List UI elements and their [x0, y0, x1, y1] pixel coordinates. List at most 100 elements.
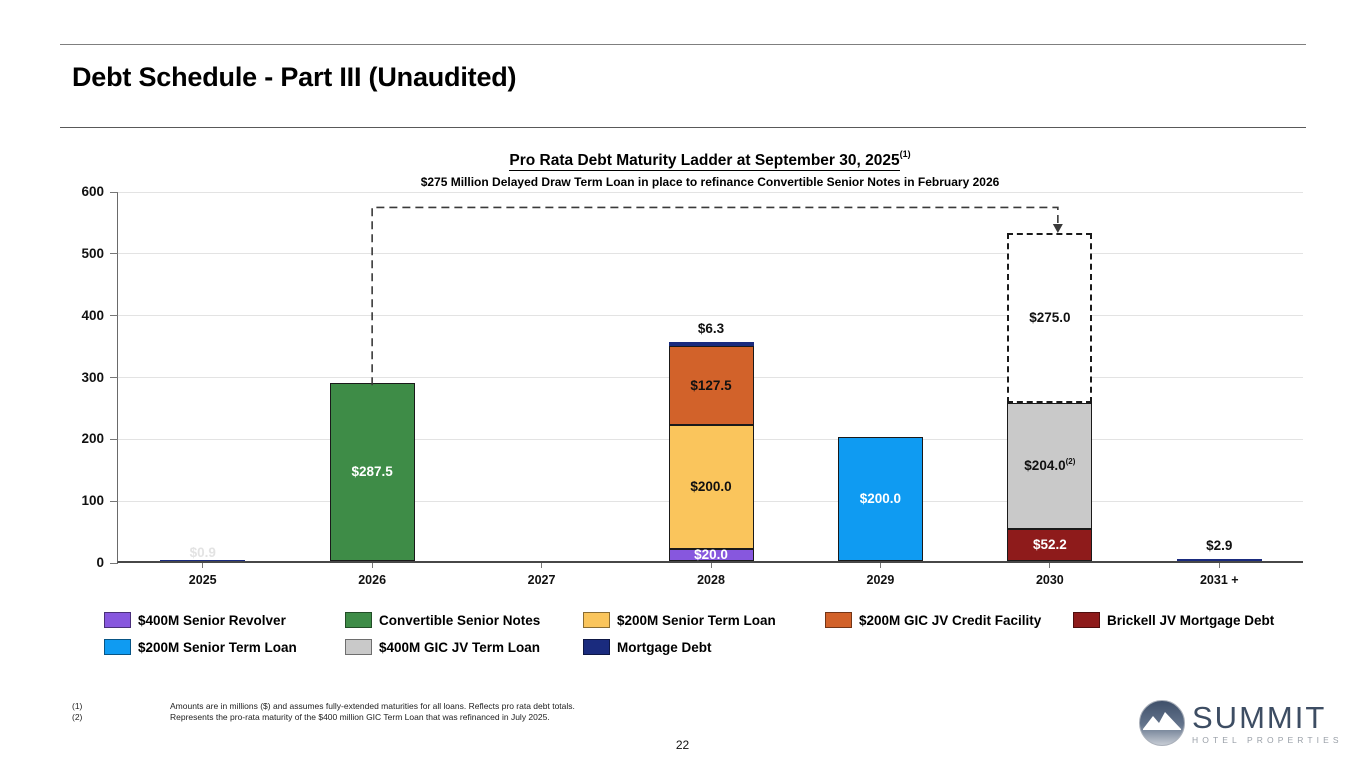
legend-item: $400M Senior Revolver	[104, 612, 345, 628]
x-axis-label-2031+: 2031 +	[1199, 573, 1239, 587]
legend-item: Mortgage Debt	[583, 639, 825, 655]
x-axis-label-2025: 2025	[188, 573, 217, 587]
bar-value-label: $52.2	[1032, 537, 1067, 553]
legend-swatch	[345, 639, 372, 655]
bar-segment-2028: $200.0	[668, 424, 754, 549]
bar-segment-2028: $127.5	[668, 346, 754, 425]
y-axis-tick	[110, 315, 118, 317]
chart-header: Pro Rata Debt Maturity Ladder at Septemb…	[117, 149, 1303, 189]
logo-name: SUMMIT	[1192, 699, 1327, 735]
bar-segment-2025	[160, 560, 246, 561]
chart-legend: $400M Senior Revolver Convertible Senior …	[104, 612, 1274, 655]
legend-swatch	[104, 639, 131, 655]
legend-label: $400M GIC JV Term Loan	[379, 639, 541, 655]
bar-value-label: $275.0	[1029, 309, 1071, 325]
y-axis-tick	[110, 377, 118, 378]
x-axis-tick	[202, 563, 204, 568]
legend-item: $200M GIC JV Credit Facility	[825, 612, 1073, 628]
bar-value-label-base: $0.9	[189, 545, 216, 560]
bar-value-label: $200.0	[859, 491, 902, 507]
footnote-marker: (2)	[72, 711, 83, 722]
y-axis-tick	[110, 191, 118, 193]
top-divider	[60, 44, 1306, 45]
gridline-500	[118, 253, 1303, 255]
y-axis-tick	[110, 253, 118, 255]
legend-swatch	[1073, 612, 1100, 628]
x-axis-label-2028: 2028	[697, 573, 725, 587]
footnote: (1) Amounts are in millions ($) and assum…	[72, 701, 575, 712]
legend-item: $200M Senior Term Loan	[104, 639, 345, 655]
y-axis-label: 600	[81, 184, 104, 199]
logo-text: SUMMIT HOTEL PROPERTIES	[1192, 702, 1343, 745]
legend-row-1: $400M Senior Revolver Convertible Senior …	[104, 612, 1274, 628]
x-axis-label-2030: 2030	[1035, 573, 1064, 587]
x-axis-label-2026: 2026	[358, 573, 387, 587]
bar-segment-2028: $20.0	[668, 547, 754, 563]
page-title: Debt Schedule - Part III (Unaudited)	[72, 62, 517, 92]
legend-swatch	[104, 612, 131, 628]
x-axis-tick	[1049, 563, 1051, 568]
y-axis-tick	[110, 438, 118, 440]
company-logo: SUMMIT HOTEL PROPERTIES	[1138, 699, 1343, 747]
bar-segment-2028	[668, 342, 754, 347]
y-axis-label: 500	[81, 245, 104, 261]
legend-label: $400M Senior Revolver	[138, 612, 286, 628]
y-axis-label: 0	[96, 555, 104, 570]
bar-value-label: $204.0(2)	[1024, 457, 1076, 474]
legend-label: Convertible Senior Notes	[379, 612, 541, 628]
legend-item: $200M Senior Term Loan	[583, 612, 825, 628]
y-axis-tick	[110, 562, 118, 564]
page-number: 22	[675, 738, 690, 752]
bar-segment-2026: $287.5	[329, 383, 415, 561]
chart-plot: 0 100 200 300 400 500 600 2025 $0.9 2026 $287.5 202…	[81, 184, 1303, 587]
legend-swatch	[345, 612, 372, 628]
bar-segment-2030: $204.0(2)	[1007, 402, 1093, 529]
footnote: (2) Represents the pro-rata maturity of t…	[72, 712, 575, 723]
legend-item: $400M GIC JV Term Loan	[345, 639, 583, 655]
legend-swatch	[583, 612, 610, 628]
y-axis-label: 100	[81, 493, 104, 509]
delayed-draw-dashed-box: $275.0	[1007, 232, 1093, 403]
bar-value-label-above: $2.9	[1206, 538, 1233, 554]
y-axis-label: 200	[81, 431, 104, 447]
x-axis-tick	[1218, 563, 1220, 568]
bar-value-label-above: $6.3	[697, 321, 725, 337]
chart-title-footnote-ref: (1)	[899, 149, 911, 159]
footnote-text: Amounts are in millions ($) and assumes …	[170, 701, 575, 711]
legend-item: Convertible Senior Notes	[345, 612, 583, 628]
legend-swatch	[583, 639, 610, 655]
footnotes: (1) Amounts are in millions ($) and assum…	[72, 701, 575, 722]
chart-subtitle: $275 Million Delayed Draw Term Loan in p…	[420, 175, 1000, 189]
title-divider	[60, 127, 1306, 128]
chart-title-text: Pro Rata Debt Maturity Ladder at Septemb…	[509, 152, 900, 171]
legend-label: $200M Senior Term Loan	[138, 639, 297, 655]
x-axis-label-2029: 2029	[866, 573, 895, 587]
legend-item: Brickell JV Mortgage Debt	[1073, 612, 1274, 628]
summit-mountain-icon	[1139, 700, 1185, 746]
footnote-text: Represents the pro-rata maturity of the …	[170, 711, 550, 722]
x-axis-tick	[879, 563, 881, 568]
bar-value-label: $287.5	[351, 464, 393, 480]
legend-swatch	[825, 612, 852, 628]
legend-row-2: $200M Senior Term Loan $400M GIC JV Term …	[104, 639, 1274, 655]
y-axis-tick	[110, 500, 118, 502]
chart-title: Pro Rata Debt Maturity Ladder at Septemb…	[117, 149, 1303, 171]
x-axis-label-2027: 2027	[527, 573, 556, 587]
x-axis-tick	[541, 563, 543, 568]
gridline-600	[118, 191, 1303, 193]
logo-subtitle: HOTEL PROPERTIES	[1192, 734, 1343, 745]
x-axis-tick	[371, 563, 373, 568]
bar-value-label: $127.5	[690, 377, 732, 393]
bar-segment-2030: $52.2	[1007, 528, 1093, 561]
legend-label: Brickell JV Mortgage Debt	[1107, 612, 1275, 628]
legend-label: $200M Senior Term Loan	[617, 612, 776, 628]
bar-value-label: $20.0	[694, 547, 728, 563]
bar-segment-2029: $200.0	[837, 437, 923, 561]
gridline-400	[118, 315, 1303, 317]
bar-segment-2031+	[1176, 559, 1262, 561]
y-axis-label: 400	[81, 307, 104, 323]
y-axis-label: 300	[81, 369, 104, 385]
x-axis-tick	[710, 563, 712, 568]
footnote-marker: (1)	[72, 701, 83, 711]
